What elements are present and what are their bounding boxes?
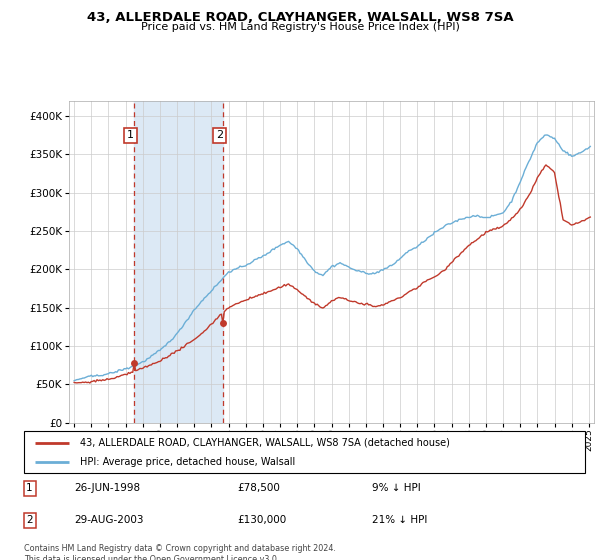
Text: £130,000: £130,000 bbox=[237, 515, 286, 525]
Text: £78,500: £78,500 bbox=[237, 483, 280, 493]
Text: 43, ALLERDALE ROAD, CLAYHANGER, WALSALL, WS8 7SA: 43, ALLERDALE ROAD, CLAYHANGER, WALSALL,… bbox=[86, 11, 514, 24]
Text: 26-JUN-1998: 26-JUN-1998 bbox=[74, 483, 140, 493]
Text: Price paid vs. HM Land Registry's House Price Index (HPI): Price paid vs. HM Land Registry's House … bbox=[140, 22, 460, 32]
Text: 43, ALLERDALE ROAD, CLAYHANGER, WALSALL, WS8 7SA (detached house): 43, ALLERDALE ROAD, CLAYHANGER, WALSALL,… bbox=[80, 437, 450, 447]
Text: 21% ↓ HPI: 21% ↓ HPI bbox=[372, 515, 427, 525]
Text: HPI: Average price, detached house, Walsall: HPI: Average price, detached house, Wals… bbox=[80, 457, 295, 467]
Bar bbox=[134, 101, 223, 423]
FancyBboxPatch shape bbox=[24, 431, 585, 473]
Text: 2: 2 bbox=[216, 130, 223, 141]
Text: 2: 2 bbox=[26, 515, 33, 525]
Text: 1: 1 bbox=[127, 130, 134, 141]
Text: Contains HM Land Registry data © Crown copyright and database right 2024.
This d: Contains HM Land Registry data © Crown c… bbox=[24, 544, 336, 560]
Text: 9% ↓ HPI: 9% ↓ HPI bbox=[372, 483, 421, 493]
Text: 29-AUG-2003: 29-AUG-2003 bbox=[74, 515, 144, 525]
Text: 1: 1 bbox=[26, 483, 33, 493]
